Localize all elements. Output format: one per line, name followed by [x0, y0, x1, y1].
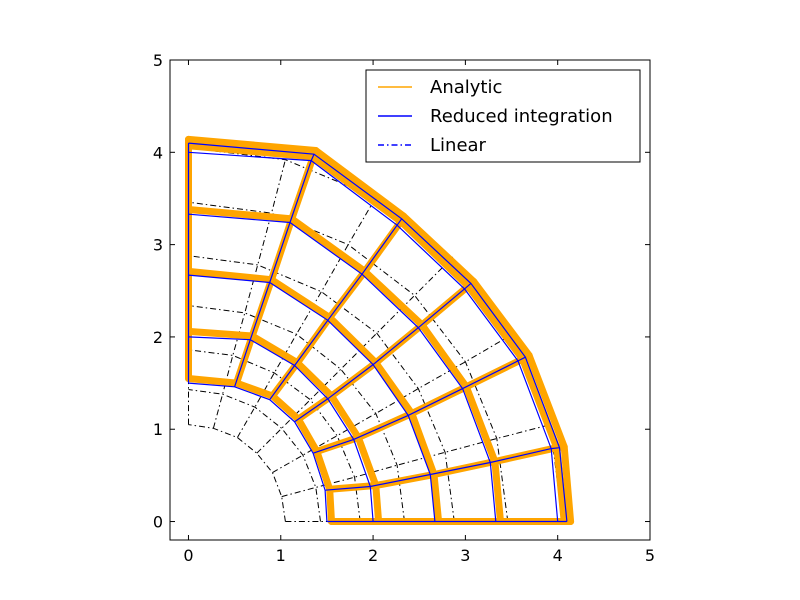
y-tick-label: 2 [153, 328, 163, 347]
reduced-mesh-radial-line [234, 153, 315, 387]
linear-mesh-arc-line [188, 389, 321, 522]
linear-mesh-arc-line [188, 349, 361, 522]
linear-mesh-arc-line [188, 255, 455, 522]
x-tick-label: 2 [368, 546, 378, 565]
reduced-mesh-radial-line [269, 218, 403, 401]
axis-ticks: 0 1 2 3 4 5 0 1 2 3 4 5 [153, 51, 655, 565]
legend: Analytic Reduced integration Linear [365, 69, 641, 163]
y-tick-label: 3 [153, 236, 163, 255]
legend-label-analytic: Analytic [430, 77, 502, 98]
x-tick-label: 0 [183, 546, 193, 565]
legend-label-reduced-integration: Reduced integration [430, 106, 613, 127]
y-tick-label: 0 [153, 513, 163, 532]
linear-mesh-arc-line [188, 201, 509, 522]
reduced-mesh-radial-line [294, 282, 472, 423]
reduced-mesh-radial-line [312, 356, 526, 454]
reduced-mesh-radial-line [325, 447, 560, 491]
linear-mesh-arc-line [188, 305, 405, 522]
y-tick-label: 5 [153, 51, 163, 70]
x-tick-label: 3 [460, 546, 470, 565]
y-tick-label: 1 [153, 420, 163, 439]
reduced-integration-series [187, 142, 568, 523]
axes-frame [169, 59, 651, 541]
x-tick-label: 1 [276, 546, 286, 565]
x-tick-label: 4 [553, 546, 563, 565]
x-tick-label: 5 [645, 546, 655, 565]
y-tick-label: 4 [153, 143, 163, 162]
legend-label-linear: Linear [430, 135, 487, 156]
